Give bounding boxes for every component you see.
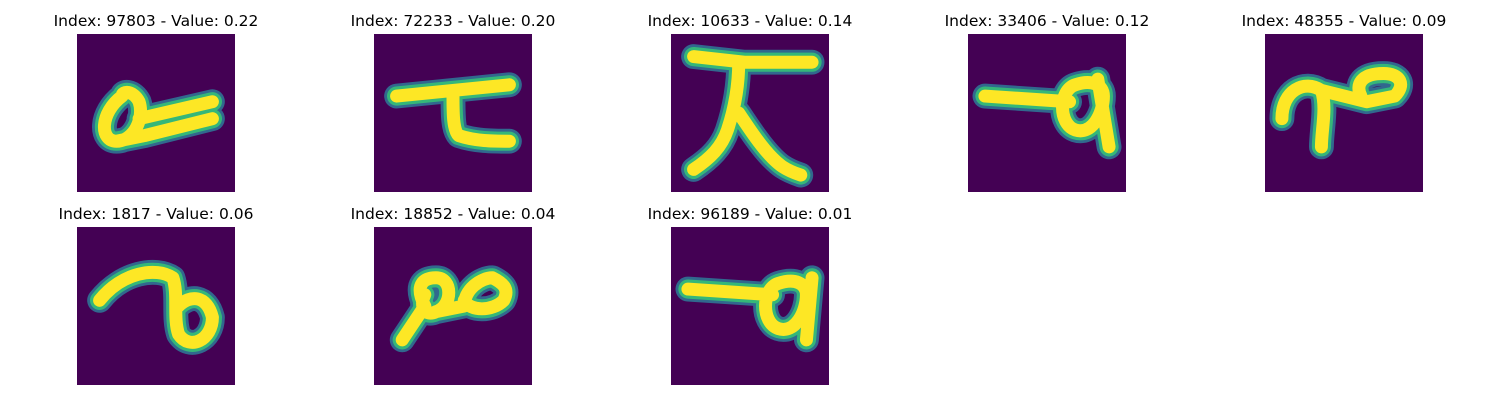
cell-title: Index: 33406 - Value: 0.12 xyxy=(944,12,1150,30)
cell-title: Index: 96189 - Value: 0.01 xyxy=(647,205,853,223)
grid-cell: Index: 96189 - Value: 0.01 xyxy=(640,205,860,390)
grid-cell: Index: 97803 - Value: 0.22 xyxy=(46,12,266,197)
handwritten-glyph-loop-tail-icon xyxy=(92,80,225,154)
grid-cell: Index: 48355 - Value: 0.09 xyxy=(1234,12,1454,197)
grid-cell: Index: 1817 - Value: 0.06 xyxy=(46,205,266,390)
cell-title: Index: 18852 - Value: 0.04 xyxy=(350,205,556,223)
cell-title: Index: 72233 - Value: 0.20 xyxy=(350,12,556,30)
cell-image xyxy=(374,34,532,192)
handwritten-glyph-curl-loop-icon xyxy=(1269,61,1413,160)
cell-image xyxy=(671,227,829,385)
cell-title: Index: 48355 - Value: 0.09 xyxy=(1241,12,1447,30)
handwritten-glyph-double-loop-icon xyxy=(389,265,519,353)
handwritten-glyph-bar-loop-icon xyxy=(675,265,825,353)
grid-cell: Index: 18852 - Value: 0.04 xyxy=(343,205,563,390)
grid-cell: Index: 72233 - Value: 0.20 xyxy=(343,12,563,197)
cell-image xyxy=(671,34,829,192)
cell-image xyxy=(374,227,532,385)
cell-title: Index: 97803 - Value: 0.22 xyxy=(53,12,259,30)
cell-image xyxy=(77,227,235,385)
handwritten-glyph-figure-icon xyxy=(681,44,825,188)
cell-image xyxy=(968,34,1126,192)
cell-image xyxy=(77,34,235,192)
grid-cell: Index: 10633 - Value: 0.14 xyxy=(640,12,860,197)
cell-image xyxy=(1265,34,1423,192)
handwritten-glyph-bar-loop-icon xyxy=(972,66,1122,160)
handwritten-glyph-arc-loop-icon xyxy=(87,259,225,355)
grid-cell: Index: 33406 - Value: 0.12 xyxy=(937,12,1157,197)
cell-title: Index: 10633 - Value: 0.14 xyxy=(647,12,853,30)
handwritten-glyph-hook-icon xyxy=(384,72,522,154)
cell-title: Index: 1817 - Value: 0.06 xyxy=(58,205,254,223)
